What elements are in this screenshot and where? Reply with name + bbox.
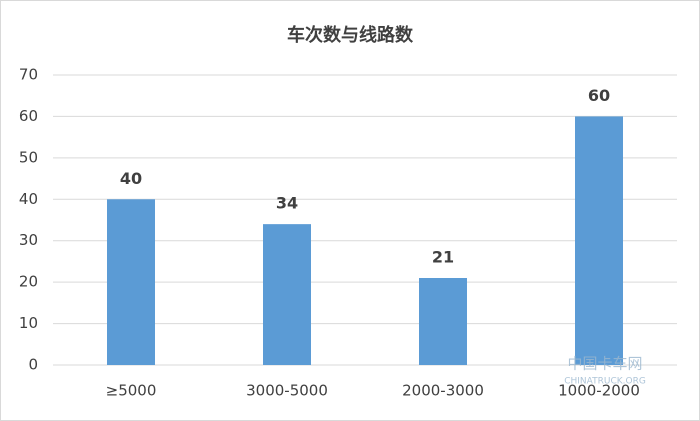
data-label: 40 [120, 169, 142, 188]
watermark: CHINATRUCK.ORG [564, 377, 646, 387]
bar [263, 224, 311, 365]
data-label: 60 [588, 86, 610, 105]
y-tick-label: 0 [28, 356, 38, 374]
y-tick-label: 50 [19, 148, 38, 166]
y-tick-label: 30 [19, 231, 38, 249]
watermark: 中国卡车网 [567, 355, 642, 373]
x-tick-label: 1000-2000 [558, 382, 640, 400]
y-tick-label: 10 [19, 314, 38, 332]
y-tick-label: 40 [19, 190, 38, 208]
y-tick-label: 20 [19, 273, 38, 291]
data-label: 21 [432, 248, 454, 267]
x-tick-label: ≥5000 [106, 382, 157, 400]
bar [107, 199, 155, 365]
y-tick-label: 70 [19, 66, 38, 84]
x-tick-label: 3000-5000 [246, 382, 328, 400]
bar [419, 278, 467, 365]
data-label: 34 [276, 194, 298, 213]
chart-title: 车次数与线路数 [287, 24, 414, 46]
x-tick-label: 2000-3000 [402, 382, 484, 400]
bar [575, 116, 623, 365]
y-tick-label: 60 [19, 107, 38, 125]
